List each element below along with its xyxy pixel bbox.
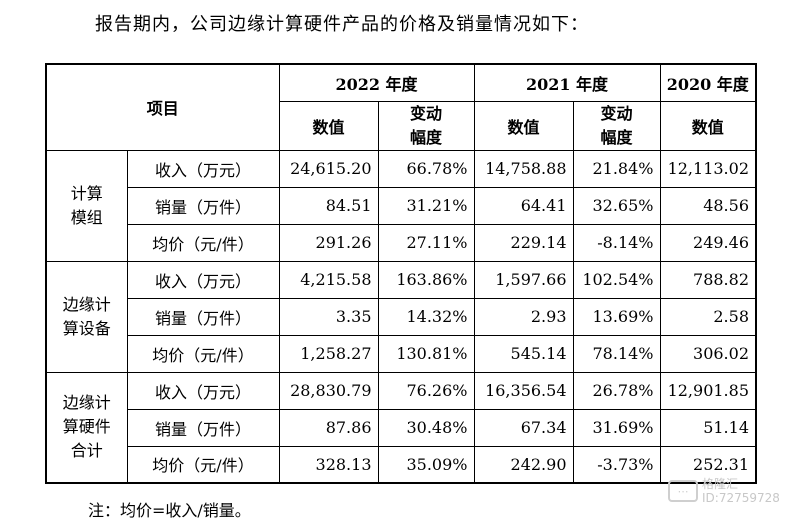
header-item: 项目 xyxy=(45,63,280,151)
table-row: 销量（万件） 87.86 30.48% 67.34 31.69% 51.14 xyxy=(46,408,757,447)
cell-value-2021: 67.34 xyxy=(473,408,574,447)
price-volume-table: 项目 2022 年度 2021 年度 2020 年度 数值 变动 幅度 数值 变… xyxy=(45,63,757,484)
cell-change-2021: 13.69% xyxy=(572,297,661,336)
cell-value-2021: 14,758.88 xyxy=(473,149,574,188)
watermark-line1: 格隆汇 xyxy=(702,477,739,491)
cell-change-2021: 32.65% xyxy=(572,186,661,225)
row-label: 均价（元/件） xyxy=(126,334,280,373)
cell-change-2021: 31.69% xyxy=(572,408,661,447)
cell-change-2022: 14.32% xyxy=(377,297,475,336)
cell-change-2022: 35.09% xyxy=(377,445,475,484)
intro-text: 报告期内，公司边缘计算硬件产品的价格及销量情况如下： xyxy=(95,14,589,35)
header-value-2022: 数值 xyxy=(278,100,379,151)
header-value-2021: 数值 xyxy=(473,100,574,151)
cell-change-2021: -8.14% xyxy=(572,223,661,262)
cell-change-2022: 66.78% xyxy=(377,149,475,188)
header-change-2021: 变动 幅度 xyxy=(572,100,661,151)
cell-value-2021: 1,597.66 xyxy=(473,260,574,299)
table-row: 边缘计 算设备 收入（万元） 4,215.58 163.86% 1,597.66… xyxy=(45,260,757,373)
cell-value-2020: 306.02 xyxy=(659,334,757,373)
header-year-2021: 2021 年度 xyxy=(473,63,661,102)
cell-change-2022: 30.48% xyxy=(377,408,475,447)
cell-value-2020: 2.58 xyxy=(659,297,757,336)
cell-value-2022: 3.35 xyxy=(278,297,379,336)
row-label: 销量（万件） xyxy=(126,408,280,447)
table-row: 均价（元/件） 1,258.27 130.81% 545.14 78.14% 3… xyxy=(46,334,757,373)
table-row: 边缘计 算硬件 合计 收入（万元） 28,830.79 76.26% 16,35… xyxy=(45,371,757,484)
cell-value-2022: 84.51 xyxy=(278,186,379,225)
cell-change-2022: 130.81% xyxy=(377,334,475,373)
table-row: 均价（元/件） 328.13 35.09% 242.90 -3.73% 252.… xyxy=(46,445,757,484)
table-row: 均价（元/件） 291.26 27.11% 229.14 -8.14% 249.… xyxy=(46,223,757,262)
cell-value-2020: 252.31 xyxy=(659,445,757,484)
cell-value-2021: 64.41 xyxy=(473,186,574,225)
watermark: ⋯ 格隆汇 ID:72759728 xyxy=(668,477,780,505)
footnote: 注：均价=收入/销量。 xyxy=(88,501,251,520)
row-label: 收入（万元） xyxy=(126,371,280,410)
cell-change-2022: 76.26% xyxy=(377,371,475,410)
cell-value-2020: 12,901.85 xyxy=(659,371,757,410)
cell-value-2020: 51.14 xyxy=(659,408,757,447)
group-name: 边缘计 算硬件 合计 xyxy=(45,371,128,484)
cell-change-2021: -3.73% xyxy=(572,445,661,484)
header-year-2020: 2020 年度 xyxy=(659,63,757,102)
row-label: 销量（万件） xyxy=(126,297,280,336)
table-row: 计算 模组 收入（万元） 24,615.20 66.78% 14,758.88 … xyxy=(45,149,757,262)
cell-value-2022: 87.86 xyxy=(278,408,379,447)
cell-change-2022: 27.11% xyxy=(377,223,475,262)
cell-value-2022: 24,615.20 xyxy=(278,149,379,188)
cell-change-2022: 31.21% xyxy=(377,186,475,225)
row-label: 销量（万件） xyxy=(126,186,280,225)
row-label: 收入（万元） xyxy=(126,149,280,188)
header-year-2022: 2022 年度 xyxy=(278,63,475,102)
cell-value-2020: 249.46 xyxy=(659,223,757,262)
cell-value-2022: 4,215.58 xyxy=(278,260,379,299)
cell-value-2020: 12,113.02 xyxy=(659,149,757,188)
cell-value-2022: 328.13 xyxy=(278,445,379,484)
table-row: 销量（万件） 3.35 14.32% 2.93 13.69% 2.58 xyxy=(46,297,757,336)
row-label: 均价（元/件） xyxy=(126,223,280,262)
table-row: 销量（万件） 84.51 31.21% 64.41 32.65% 48.56 xyxy=(46,186,757,225)
cell-value-2022: 1,258.27 xyxy=(278,334,379,373)
watermark-line2: ID:72759728 xyxy=(702,491,780,505)
watermark-text: 格隆汇 ID:72759728 xyxy=(702,477,780,505)
cell-value-2021: 545.14 xyxy=(473,334,574,373)
cell-value-2020: 788.82 xyxy=(659,260,757,299)
cell-change-2021: 21.84% xyxy=(572,149,661,188)
group-name: 边缘计 算设备 xyxy=(45,260,128,373)
cell-value-2022: 291.26 xyxy=(278,223,379,262)
cell-value-2021: 229.14 xyxy=(473,223,574,262)
row-label: 均价（元/件） xyxy=(126,445,280,484)
cell-value-2021: 16,356.54 xyxy=(473,371,574,410)
cell-value-2022: 28,830.79 xyxy=(278,371,379,410)
cell-value-2020: 48.56 xyxy=(659,186,757,225)
row-label: 收入（万元） xyxy=(126,260,280,299)
cell-value-2021: 2.93 xyxy=(473,297,574,336)
cell-value-2021: 242.90 xyxy=(473,445,574,484)
cell-change-2021: 78.14% xyxy=(572,334,661,373)
cell-change-2022: 163.86% xyxy=(377,260,475,299)
header-change-2022: 变动 幅度 xyxy=(377,100,475,151)
chat-bubble-icon: ⋯ xyxy=(668,480,698,502)
cell-change-2021: 102.54% xyxy=(572,260,661,299)
cell-change-2021: 26.78% xyxy=(572,371,661,410)
header-value-2020: 数值 xyxy=(659,100,757,151)
group-name: 计算 模组 xyxy=(45,149,128,262)
